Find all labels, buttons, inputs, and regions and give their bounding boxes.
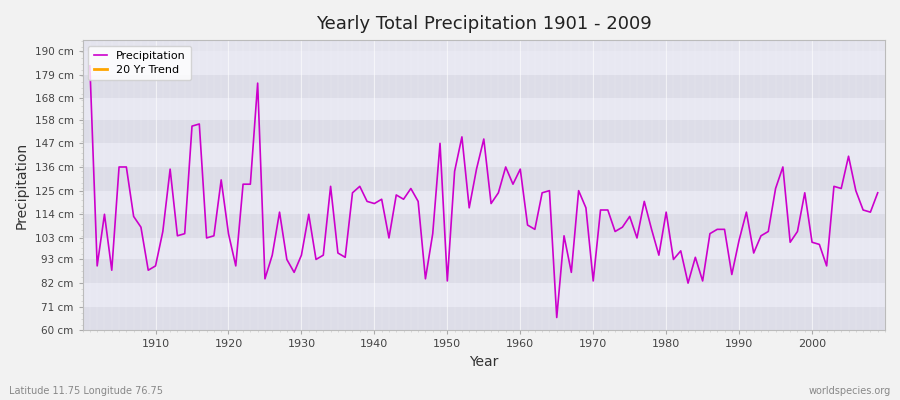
- Precipitation: [872, 190, 883, 195]
- Line: Precipitation: Precipitation: [90, 66, 878, 318]
- Bar: [83, 143, 885, 167]
- Precipitation: [303, 212, 314, 217]
- Bar: [83, 98, 885, 120]
- Text: worldspecies.org: worldspecies.org: [809, 386, 891, 396]
- Precipitation: [347, 190, 358, 195]
- Bar: [83, 307, 885, 330]
- Bar: [83, 51, 885, 74]
- Precipitation: [143, 268, 154, 273]
- Bar: [83, 260, 885, 283]
- Precipitation: [552, 315, 562, 320]
- Bar: [83, 74, 885, 98]
- Y-axis label: Precipitation: Precipitation: [15, 142, 29, 229]
- Bar: [83, 120, 885, 143]
- Bar: [83, 238, 885, 260]
- Title: Yearly Total Precipitation 1901 - 2009: Yearly Total Precipitation 1901 - 2009: [316, 15, 652, 33]
- Text: Latitude 11.75 Longitude 76.75: Latitude 11.75 Longitude 76.75: [9, 386, 163, 396]
- Bar: [83, 214, 885, 238]
- Bar: [83, 167, 885, 191]
- Bar: [83, 283, 885, 307]
- Bar: [83, 191, 885, 214]
- Legend: Precipitation, 20 Yr Trend: Precipitation, 20 Yr Trend: [88, 46, 191, 80]
- Precipitation: [85, 64, 95, 68]
- Precipitation: [508, 182, 518, 186]
- Precipitation: [515, 167, 526, 172]
- Precipitation: [609, 229, 620, 234]
- X-axis label: Year: Year: [469, 355, 499, 369]
